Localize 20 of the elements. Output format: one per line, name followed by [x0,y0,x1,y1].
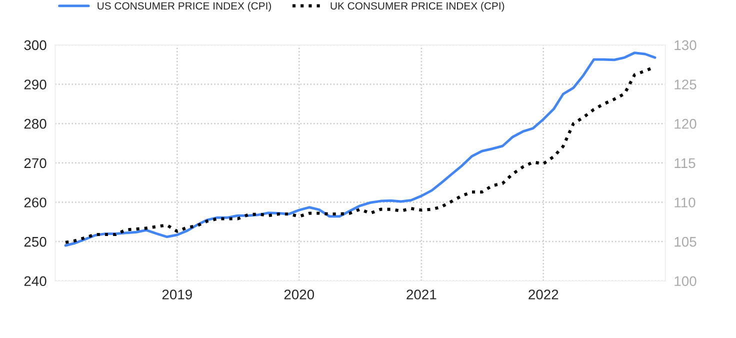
y2-tick-label: 120 [674,118,696,129]
y-tick-label: 290 [24,80,46,90]
x-tick-label: 2020 [284,290,314,300]
y-tick-label: 270 [24,158,46,168]
y-tick-label: 280 [24,118,46,129]
y2-tick-label: 130 [674,40,696,50]
y2-tick-label: 110 [674,198,696,208]
y-tick-label: 300 [24,40,46,50]
y2-tick-label: 100 [674,276,696,286]
legend-label: UK CONSUMER PRICE INDEX (CPI) [330,2,504,12]
y-tick-label: 250 [24,236,46,247]
y2-tick-label: 105 [674,236,696,247]
legend-label: US CONSUMER PRICE INDEX (CPI) [98,2,272,12]
x-tick-label: 2021 [406,290,436,300]
y2-tick-label: 125 [674,80,696,90]
y2-tick-label: 115 [674,158,696,168]
x-tick-label: 2019 [162,290,192,300]
y-tick-label: 260 [24,198,46,208]
y-tick-label: 240 [24,276,46,286]
x-tick-label: 2022 [528,290,558,300]
